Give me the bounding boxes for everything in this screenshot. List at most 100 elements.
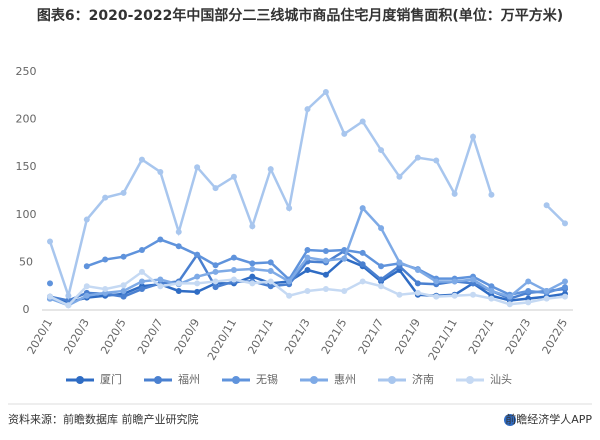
point [194,280,201,287]
point [433,157,440,164]
legend-label: 厦门 [100,372,122,386]
point [378,283,385,290]
point [543,295,550,302]
x-tick-label: 2021/11 [426,317,460,363]
point [525,278,532,285]
y-tick-label: 100 [16,208,37,221]
chart-title: 图表6：2020-2022年中国部分二三线城市商品住宅月度销售面积(单位：万平方… [36,8,564,24]
point [83,283,90,290]
legend-marker [154,376,162,384]
y-tick-label: 50 [19,255,33,268]
point [341,255,348,262]
point [47,238,53,245]
point [138,268,145,275]
legend-label: 惠州 [334,372,356,386]
point [212,262,219,269]
point [433,293,440,300]
point [194,251,201,258]
y-tick-label: 200 [16,113,37,126]
point [359,205,366,212]
point [396,173,403,180]
point [359,118,366,125]
point [102,256,109,263]
point [175,243,182,250]
point [138,247,145,254]
x-tick-label: 2020/11 [205,317,239,363]
point [212,268,219,275]
point [451,190,458,197]
point [506,293,513,300]
point [414,154,421,161]
point [175,280,182,287]
point [230,267,237,274]
point [451,278,458,285]
point [562,284,568,291]
point [304,254,311,261]
point [322,247,329,254]
x-tick-label: 2021/5 [319,317,350,357]
point [194,288,201,295]
y-tick-label: 150 [16,160,37,173]
point [470,133,477,140]
x-tick-label: 2020/5 [98,317,129,357]
point [396,291,403,298]
point [543,202,550,209]
legend-marker [232,376,240,384]
point [396,259,403,266]
legend-label: 福州 [178,372,200,386]
point [157,283,164,290]
point [488,191,495,198]
point [341,130,348,137]
point [120,282,127,289]
point [249,280,256,287]
point [322,286,329,293]
point [286,205,293,212]
point [47,293,53,300]
x-tick-label: 2020/1 [25,317,56,357]
point [212,278,219,285]
point [138,286,145,293]
x-tick-label: 2022/3 [503,317,534,357]
point [378,147,385,154]
x-tick-label: 2021/1 [245,317,276,357]
x-tick-label: 2021/7 [356,317,387,357]
point [249,273,256,280]
point [378,263,385,270]
legend-label: 济南 [412,372,434,386]
point [543,287,550,294]
point [249,266,256,273]
point [267,278,274,285]
point [65,292,72,299]
point [488,283,495,290]
x-tick-label: 2020/7 [135,317,166,357]
point [451,292,458,299]
point [120,189,127,196]
brand: 前瞻经济学人APP [505,412,592,426]
point [322,271,329,278]
x-tick-label: 2022/1 [466,317,497,357]
point [304,106,311,113]
point [157,236,164,243]
point [525,299,532,306]
point [414,280,421,287]
point [488,295,495,302]
point [304,267,311,274]
point [249,260,256,267]
x-tick-label: 2020/3 [61,317,92,357]
point [230,173,237,180]
point [304,247,311,254]
legend-label: 无锡 [256,372,278,386]
point [488,287,495,294]
source: 资料来源：前瞻数据库 前瞻产业研究院 [8,412,199,426]
x-tick-label: 2022/5 [540,317,571,357]
point [470,276,477,283]
point [359,249,366,256]
point [470,291,477,298]
point [378,276,385,283]
point [341,287,348,294]
x-tick-label: 2020/9 [172,317,203,357]
point [120,293,127,300]
point [249,223,256,230]
point [175,228,182,235]
